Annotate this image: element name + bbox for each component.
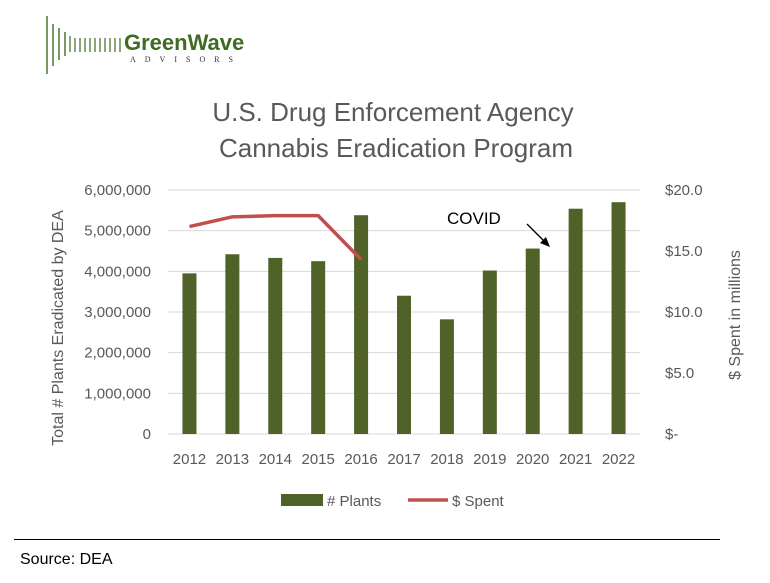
left-tick-label: 4,000,000 (84, 263, 151, 280)
right-tick-label: $15.0 (665, 243, 703, 260)
bar-plants-2012 (182, 273, 197, 434)
x-tick-label: 2020 (516, 451, 549, 468)
bar-plants-2019 (482, 270, 497, 434)
spent-line-series (189, 213, 363, 261)
left-tick-label: 6,000,000 (84, 182, 151, 199)
bar-plants-2016 (354, 215, 369, 434)
greenwave-logo: GreenWave ADVISORS (46, 16, 244, 74)
x-tick-label: 2018 (430, 451, 463, 468)
x-tick-label: 2014 (259, 451, 292, 468)
right-axis-title: $ Spent in millions (727, 250, 744, 380)
bar-plants-2021 (568, 208, 583, 434)
left-tick-label: 3,000,000 (84, 304, 151, 321)
left-axis-ticks: 0 1,000,000 2,000,000 3,000,000 4,000,000 5,0… (84, 182, 151, 443)
chart-title-line2: Cannabis Eradication Program (219, 133, 573, 163)
bar-plants-2017 (397, 295, 411, 434)
chart-title-line1: U.S. Drug Enforcement Agency (212, 97, 573, 127)
source-divider (14, 539, 720, 540)
covid-arrow (526, 223, 550, 247)
left-tick-label: 5,000,000 (84, 223, 151, 240)
x-tick-label: 2022 (602, 451, 635, 468)
bar-plants-2018 (439, 319, 454, 434)
right-axis-ticks: $- $5.0 $10.0 $15.0 $20.0 (665, 182, 703, 443)
x-tick-label: 2016 (344, 451, 377, 468)
bar-plants-2015 (311, 261, 326, 434)
legend: # Plants $ Spent (281, 493, 505, 510)
x-tick-label: 2021 (559, 451, 592, 468)
right-tick-label: $- (665, 426, 678, 443)
bar-plants-2022 (611, 202, 626, 434)
x-tick-label: 2019 (473, 451, 506, 468)
spent-line (189, 213, 363, 261)
legend-label-spent: $ Spent (452, 493, 505, 510)
left-tick-label: 1,000,000 (84, 385, 151, 402)
logo-tagline: ADVISORS (130, 55, 242, 64)
right-tick-label: $20.0 (665, 182, 703, 199)
bar-plants-2013 (225, 254, 240, 434)
right-tick-label: $10.0 (665, 304, 703, 321)
legend-label-plants: # Plants (327, 493, 381, 510)
legend-swatch-plants (281, 494, 323, 506)
x-tick-label: 2012 (173, 451, 206, 468)
barcode-wave-icon (46, 16, 121, 74)
left-axis-title: Total # Plants Eradicated by DEA (50, 210, 67, 446)
plants-bars (182, 202, 626, 434)
left-tick-label: 2,000,000 (84, 345, 151, 362)
left-tick-label: 0 (143, 426, 151, 443)
x-tick-label: 2017 (387, 451, 420, 468)
right-tick-label: $5.0 (665, 365, 694, 382)
covid-annotation: COVID (447, 209, 501, 228)
x-tick-label: 2015 (301, 451, 334, 468)
bar-plants-2020 (525, 248, 540, 434)
x-tick-label: 2013 (216, 451, 249, 468)
source-note: Source: DEA (20, 551, 113, 568)
x-axis-ticks: 2012 2013 2014 2015 2016 2017 2018 2019 2020 2021… (173, 451, 635, 468)
logo-name: GreenWave (124, 30, 244, 55)
bar-plants-2014 (268, 257, 283, 434)
